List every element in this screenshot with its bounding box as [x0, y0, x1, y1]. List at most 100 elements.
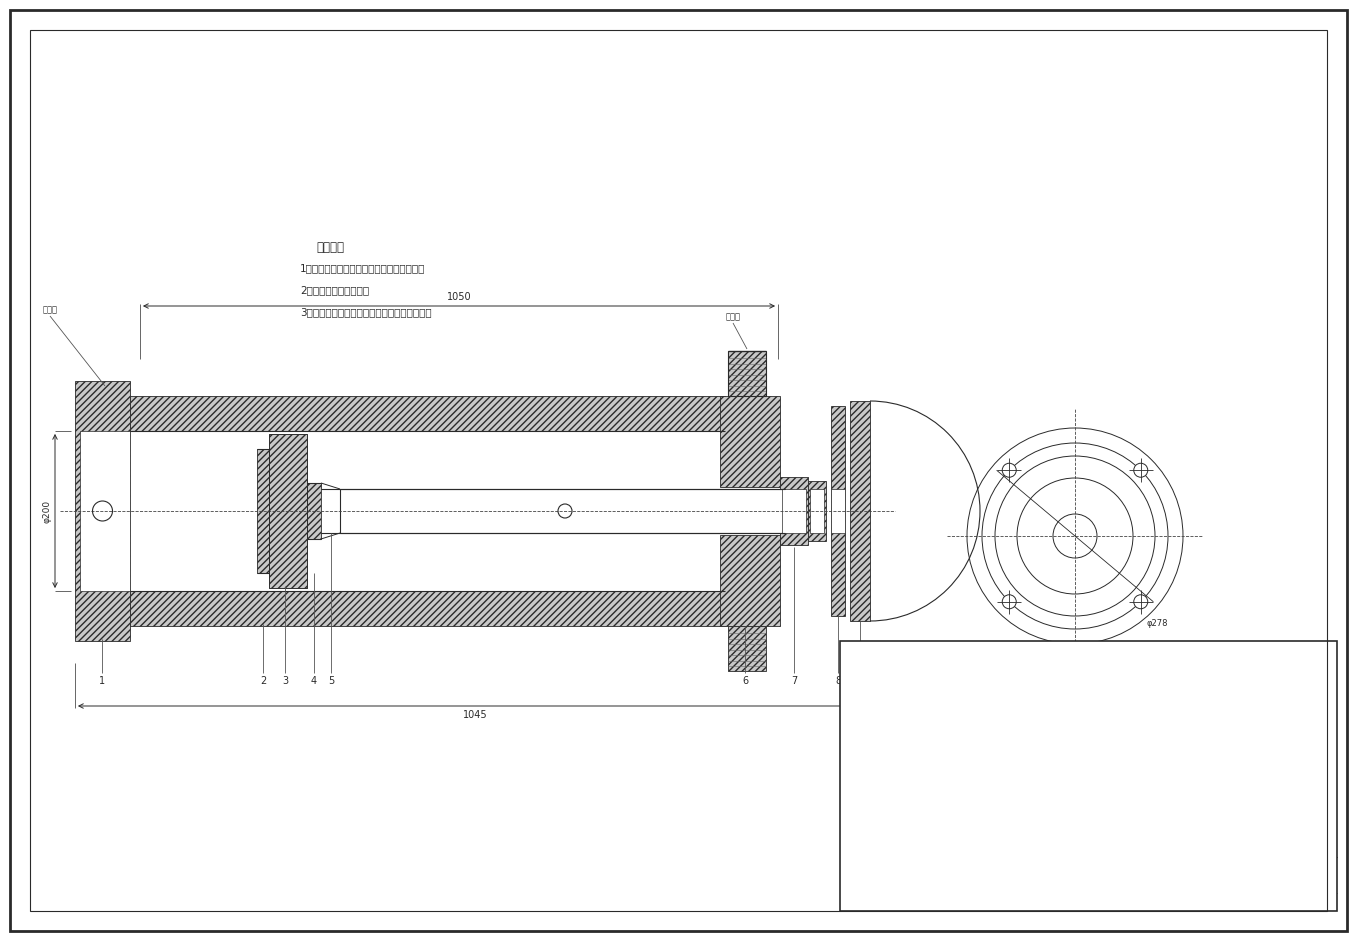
Text: 4: 4 — [311, 676, 318, 686]
Text: 1: 1 — [1012, 733, 1018, 740]
Text: 6: 6 — [849, 751, 855, 757]
Text: Q235: Q235 — [1050, 699, 1069, 706]
Text: YG-003: YG-003 — [882, 699, 908, 706]
Text: 1: 1 — [99, 676, 104, 686]
Text: φ200: φ200 — [43, 500, 52, 522]
Text: Q235: Q235 — [1050, 682, 1069, 689]
Text: Q235: Q235 — [1050, 802, 1069, 807]
Bar — [727, 626, 765, 671]
Bar — [780, 477, 807, 545]
Text: 注: 注 — [1213, 648, 1219, 655]
Text: 油杆支板: 油杆支板 — [953, 784, 970, 790]
Text: 1: 1 — [1012, 682, 1018, 689]
Circle shape — [1133, 595, 1148, 609]
Text: 1: 1 — [1012, 665, 1018, 672]
Text: 3、所有元器件安装孔及紧固件根据实物配置。: 3、所有元器件安装孔及紧固件根据实物配置。 — [300, 307, 432, 317]
Text: 审核: 审核 — [843, 880, 852, 888]
Bar — [840, 641, 1337, 911]
Text: 机械设计: 机械设计 — [1197, 828, 1228, 841]
Text: Q235: Q235 — [1050, 665, 1069, 672]
Text: 活塞: 活塞 — [958, 699, 966, 706]
Bar — [830, 406, 845, 616]
Text: 半环盖: 半环盖 — [955, 716, 969, 723]
Text: 进油孔: 进油孔 — [42, 305, 57, 314]
Text: 1: 1 — [1012, 768, 1018, 774]
Text: 材 料: 材 料 — [1054, 648, 1065, 655]
Text: 分区: 分区 — [890, 849, 897, 854]
Bar — [269, 434, 307, 588]
Text: 端盖: 端盖 — [958, 767, 966, 774]
Bar — [256, 449, 269, 573]
Bar — [130, 591, 725, 626]
Text: 4: 4 — [849, 716, 855, 723]
Text: 共 15 张  第 15 张: 共 15 张 第 15 张 — [1219, 888, 1266, 895]
Bar — [721, 535, 780, 626]
Text: 2、各元件位置作标记；: 2、各元件位置作标记； — [300, 285, 369, 295]
Text: 年、月、日: 年、月、日 — [1004, 849, 1023, 854]
Text: 序号: 序号 — [848, 648, 856, 655]
Bar — [849, 401, 870, 621]
Circle shape — [995, 456, 1155, 616]
Bar — [322, 489, 341, 533]
Bar — [80, 431, 130, 591]
Bar — [810, 489, 824, 533]
Text: 备: 备 — [1183, 648, 1189, 655]
Text: 标记: 标记 — [841, 849, 849, 854]
Text: 9: 9 — [856, 676, 863, 686]
Bar — [130, 396, 725, 431]
Text: YG-007: YG-007 — [882, 768, 908, 774]
Text: φ278: φ278 — [1147, 619, 1167, 628]
Text: 8: 8 — [849, 785, 855, 790]
Text: Q235: Q235 — [1050, 716, 1069, 723]
Text: 名 称: 名 称 — [957, 648, 968, 655]
Text: 8: 8 — [835, 676, 841, 686]
Text: 代 号: 代 号 — [889, 648, 901, 655]
Text: 1: 1 — [849, 665, 855, 672]
Text: Q235: Q235 — [947, 828, 981, 841]
Circle shape — [1003, 463, 1016, 477]
Text: 9: 9 — [849, 802, 855, 807]
Text: 半环: 半环 — [958, 682, 966, 689]
Text: 数量: 数量 — [1011, 648, 1019, 655]
Text: 卡板底板: 卡板底板 — [953, 801, 970, 807]
Text: 签名: 签名 — [972, 849, 980, 854]
Text: 设计: 设计 — [843, 862, 852, 870]
Text: 油杆: 油杆 — [958, 733, 966, 740]
Text: 1050: 1050 — [446, 292, 471, 302]
Circle shape — [968, 428, 1183, 644]
Text: 工艺: 工艺 — [843, 898, 852, 906]
Bar — [307, 483, 322, 539]
Bar — [721, 396, 780, 487]
Text: 1: 1 — [1012, 699, 1018, 706]
Text: 1: 1 — [1012, 785, 1018, 790]
Text: 处数: 处数 — [866, 849, 874, 854]
Text: YG-001: YG-001 — [882, 665, 908, 672]
Text: LB-JS133-68-00-014: LB-JS133-68-00-014 — [1205, 898, 1281, 907]
Text: YG-004: YG-004 — [882, 716, 908, 723]
Text: 1045: 1045 — [463, 710, 487, 720]
Bar — [727, 351, 765, 396]
Text: 出油孔: 出油孔 — [726, 312, 741, 321]
Bar — [830, 489, 845, 533]
Circle shape — [1133, 463, 1148, 477]
Text: 5: 5 — [328, 676, 334, 686]
Text: 7: 7 — [791, 676, 797, 686]
Text: 3: 3 — [282, 676, 288, 686]
Text: 缸筒: 缸筒 — [958, 665, 966, 672]
Bar — [807, 481, 826, 541]
Text: 油缸: 油缸 — [1204, 879, 1221, 894]
Text: YG-002: YG-002 — [882, 682, 908, 689]
Circle shape — [1016, 478, 1133, 594]
Text: 2: 2 — [849, 682, 855, 689]
Text: 单件
重量: 单件 重量 — [1103, 645, 1113, 659]
Bar — [341, 489, 784, 533]
Circle shape — [1003, 595, 1016, 609]
Text: 1、安装原件前，应检查原件的性能，质量；: 1、安装原件前，应检查原件的性能，质量； — [300, 263, 425, 273]
Circle shape — [1053, 514, 1096, 558]
Text: 5: 5 — [849, 733, 855, 740]
Bar — [75, 381, 130, 641]
Bar — [782, 489, 806, 533]
Circle shape — [982, 443, 1168, 629]
Text: Q235: Q235 — [1050, 768, 1069, 774]
Text: Q235: Q235 — [1050, 733, 1069, 740]
